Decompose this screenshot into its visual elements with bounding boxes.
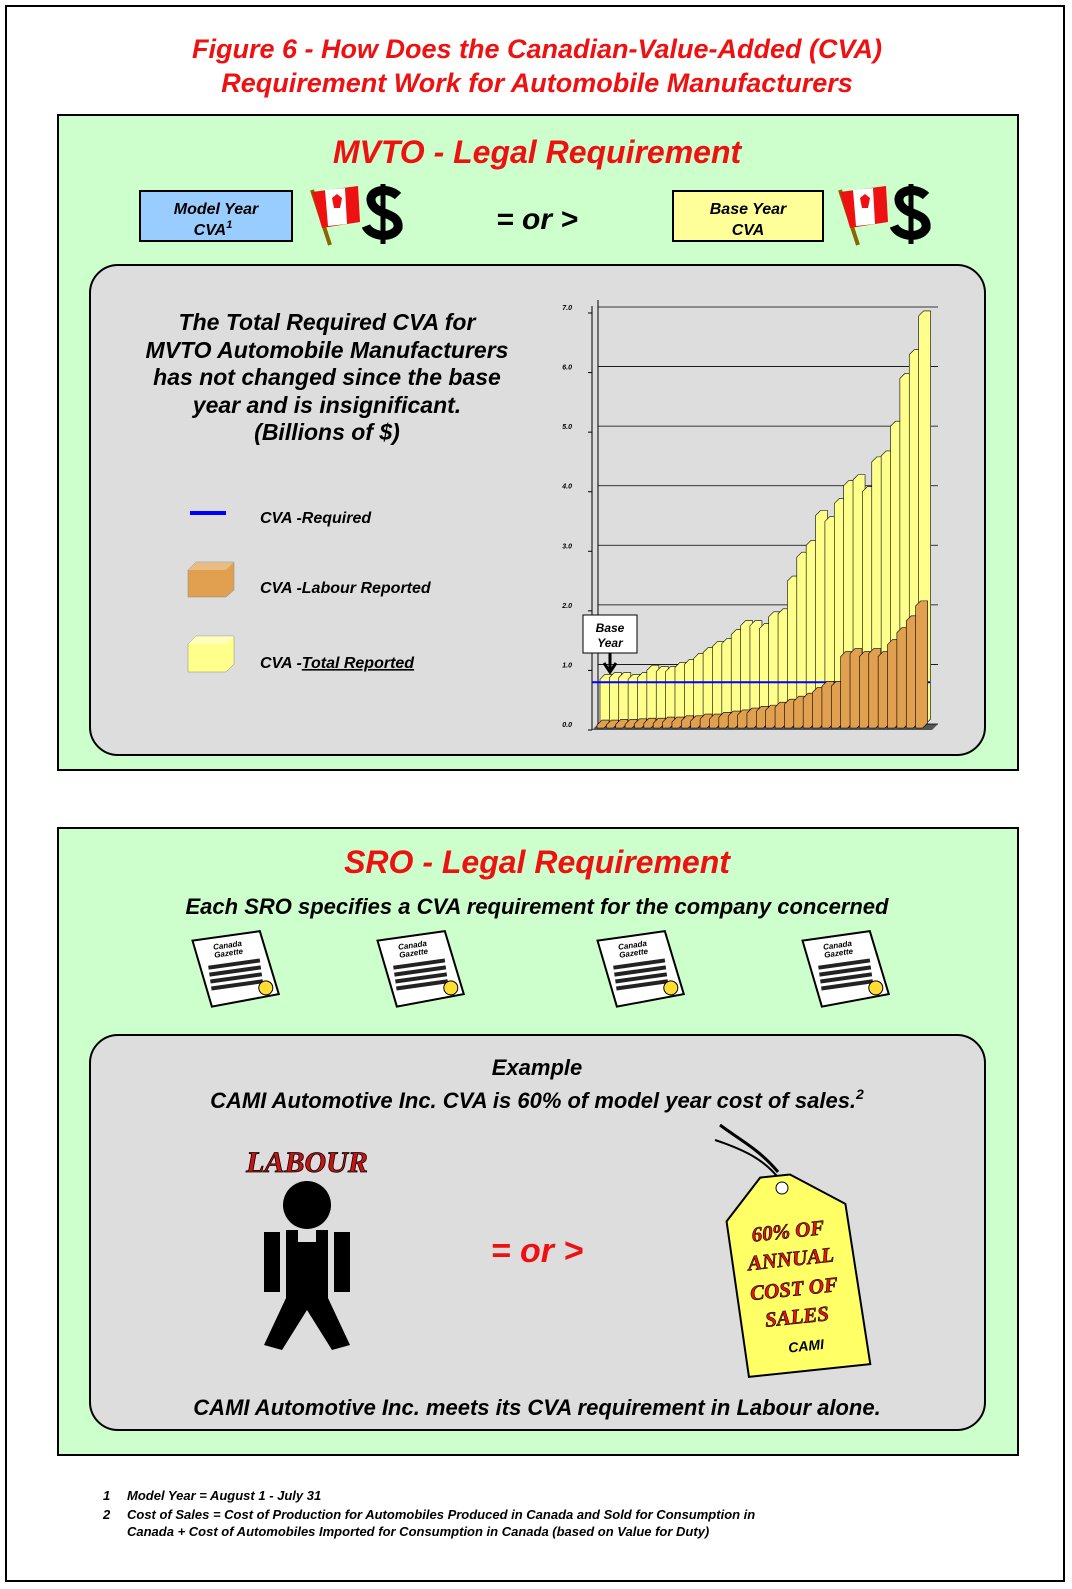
legend-label: CVA -Required	[260, 510, 372, 527]
box-text: CVA	[732, 222, 765, 239]
title-line: Figure 6 - How Does the Canadian-Value-A…	[192, 34, 882, 64]
legend-label: CVA -Labour Reported	[260, 580, 432, 597]
statement-line: The Total Required CVA for	[179, 309, 477, 335]
y-tick-label: 7.0	[562, 305, 572, 312]
footnote-number: 2	[102, 1507, 111, 1522]
legend-label: Total Reported	[302, 655, 416, 672]
statement-line: (Billions of $)	[254, 419, 400, 445]
superscript: 1	[226, 219, 232, 231]
box-text: Model Year	[174, 201, 259, 218]
example-text: CAMI Automotive Inc. CVA is 60% of model…	[210, 1086, 864, 1113]
conclusion: CAMI Automotive Inc. meets its CVA requi…	[193, 1395, 880, 1420]
statement-line: has not changed since the base	[153, 364, 501, 390]
y-tick-label: 1.0	[562, 662, 572, 669]
comparison: = or >	[491, 1232, 584, 1270]
y-tick-label: 5.0	[562, 424, 572, 431]
example-title: Example	[492, 1055, 583, 1080]
sro-heading: SRO - Legal Requirement	[344, 844, 731, 880]
comparison: = or >	[496, 203, 578, 236]
y-tick-label: 3.0	[562, 543, 572, 550]
annotation: Year	[597, 636, 624, 650]
mvto-heading: MVTO - Legal Requirement	[333, 134, 743, 170]
legend-swatch	[188, 562, 234, 597]
superscript: 2	[855, 1086, 864, 1102]
y-tick-label: 0.0	[562, 722, 572, 729]
page: Figure 6 - How Does the Canadian-Value-A…	[0, 0, 1072, 1589]
y-tick-label: 2.0	[561, 603, 572, 610]
sro-subheading: Each SRO specifies a CVA requirement for…	[186, 894, 890, 919]
footnote: Cost of Sales = Cost of Production for A…	[127, 1507, 755, 1522]
example-text: CAMI Automotive Inc. CVA is 60% of model…	[210, 1088, 856, 1113]
box-text: CVA	[194, 222, 227, 239]
box-text: Base Year	[710, 201, 787, 218]
y-tick-label: 4.0	[561, 484, 572, 491]
footnote-number: 1	[103, 1488, 110, 1503]
y-tick-label: 6.0	[562, 365, 572, 372]
annotation: Base	[596, 621, 625, 635]
bar-labour	[916, 601, 928, 728]
legend-label: CVA -	[260, 655, 302, 672]
title-line: Requirement Work for Automobile Manufact…	[221, 68, 853, 98]
legend-swatch	[188, 636, 234, 672]
labour-label: LABOUR	[245, 1146, 368, 1179]
legend-label: CVA -Total Reported	[260, 655, 415, 672]
footnote: Model Year = August 1 - July 31	[127, 1488, 321, 1503]
statement-line: year and is insignificant.	[192, 392, 461, 418]
statement-line: MVTO Automobile Manufacturers	[146, 337, 509, 363]
footnote: Canada + Cost of Automobiles Imported fo…	[127, 1524, 709, 1539]
